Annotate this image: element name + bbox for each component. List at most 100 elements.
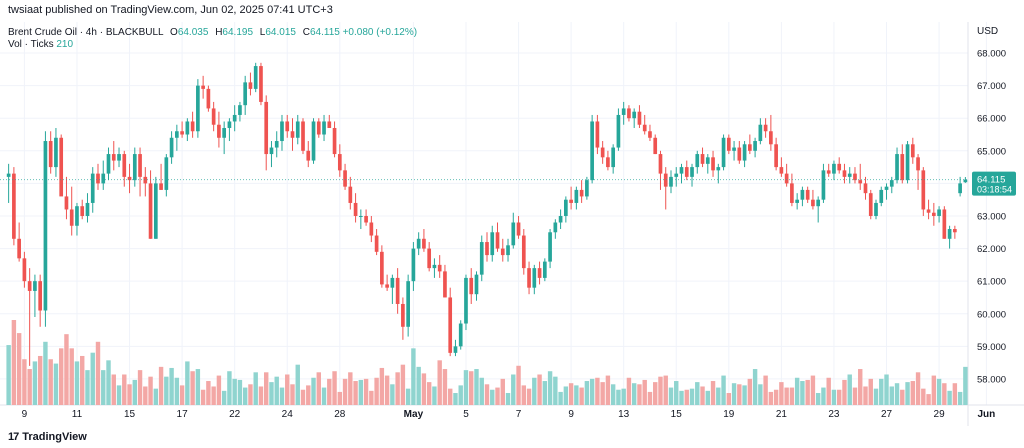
candle-body xyxy=(690,167,694,177)
volume-bar xyxy=(511,374,516,405)
volume-bar xyxy=(426,382,432,405)
volume-bar xyxy=(179,385,185,405)
close-label: C xyxy=(302,27,310,38)
candle-body xyxy=(748,144,752,151)
volume-bar xyxy=(674,381,679,405)
price-tick-label: 65.000 xyxy=(977,146,1006,157)
candle-body xyxy=(900,154,905,181)
volume-bar xyxy=(847,374,852,405)
chart-area[interactable]: USD 58.000 59.000 60.000 61.000 62.000 63.000… xyxy=(0,22,1024,448)
volume-bar xyxy=(742,385,747,405)
time-tick-label: 17 xyxy=(177,409,189,420)
volume-bar xyxy=(595,377,600,405)
brand-name: TradingView xyxy=(22,431,87,443)
candle-body xyxy=(33,281,37,291)
volume-bar xyxy=(227,371,232,405)
volume-bar xyxy=(642,379,647,405)
volume-bar xyxy=(626,377,632,405)
volume-bar xyxy=(384,375,390,405)
volume-bar xyxy=(369,390,374,405)
volume-bar xyxy=(58,348,64,405)
volume-bar xyxy=(768,391,774,405)
candle-body xyxy=(590,121,594,181)
candle-body xyxy=(369,222,374,236)
candle-body xyxy=(679,167,684,174)
volume-bar xyxy=(258,386,264,405)
candle-body xyxy=(947,229,952,239)
volume-bar xyxy=(479,377,484,405)
volume-bar xyxy=(195,369,201,405)
currency-label[interactable]: USD xyxy=(977,26,998,37)
volume-bar xyxy=(826,377,831,405)
time-tick-label: 19 xyxy=(723,409,735,420)
candle-body xyxy=(695,154,700,168)
volume-bar xyxy=(610,384,616,405)
candle-body xyxy=(564,199,568,216)
tradingview-logo[interactable]: 17 TradingView xyxy=(8,431,87,443)
candle-body xyxy=(937,209,941,216)
volume-bar xyxy=(64,334,69,405)
volume-bar xyxy=(852,387,858,405)
time-tick-label: Jun xyxy=(978,409,996,420)
candle-body xyxy=(264,101,269,155)
volume-bar xyxy=(232,378,237,405)
time-tick-label: 29 xyxy=(934,409,946,420)
candle-body xyxy=(842,170,847,177)
candle-body xyxy=(742,144,747,161)
volume-bar xyxy=(16,333,22,405)
candle-body xyxy=(800,189,805,200)
candle-body xyxy=(169,137,174,158)
time-tick-label: 15 xyxy=(671,409,683,420)
candle-body xyxy=(380,251,384,285)
volume-bar xyxy=(537,374,542,405)
candle-body xyxy=(784,173,789,184)
volume-bar xyxy=(11,320,17,405)
low-value: 64.015 xyxy=(265,27,296,38)
time-axis[interactable]: 9 11 15 17 22 24 28 May 5 7 9 13 15 19 21 23 27 29 Jun xyxy=(22,409,996,420)
candle-body xyxy=(953,229,957,233)
price-tick-label: 67.000 xyxy=(977,81,1006,92)
volume-bar xyxy=(936,378,942,405)
volume-bar xyxy=(721,375,726,405)
price-tick-label: 58.000 xyxy=(977,374,1006,385)
candle-body xyxy=(127,176,132,181)
price-chart[interactable]: USD 58.000 59.000 60.000 61.000 62.000 63.000… xyxy=(0,22,1024,426)
time-tick-label: 5 xyxy=(463,409,469,420)
candle-body xyxy=(847,173,852,177)
candle-body xyxy=(569,199,573,203)
candle-body xyxy=(837,163,842,171)
candle-body xyxy=(637,111,642,125)
volume-bar xyxy=(164,376,169,405)
volume-bar xyxy=(53,363,59,405)
volume-bar xyxy=(926,394,931,405)
volume-bar xyxy=(285,374,290,405)
volume-bar xyxy=(274,376,279,405)
volume-bar xyxy=(316,372,321,405)
candle-body xyxy=(732,147,736,151)
candle-body xyxy=(395,277,400,304)
volume-bar xyxy=(815,393,821,405)
symbol-title[interactable]: Brent Crude Oil · 4h · BLACKBULL xyxy=(8,27,164,38)
candle-body xyxy=(227,121,232,128)
volume-bar xyxy=(532,377,537,405)
candle-body xyxy=(931,212,936,216)
volume-label[interactable]: Vol · Ticks xyxy=(8,39,54,50)
candle-body xyxy=(85,202,90,216)
volume-bar xyxy=(143,386,148,405)
candle-body xyxy=(653,137,658,155)
candle-body xyxy=(669,176,673,187)
volume-bar xyxy=(731,383,737,405)
symbol-legend[interactable]: Brent Crude Oil · 4h · BLACKBULL O64.035… xyxy=(8,27,417,38)
volume-legend[interactable]: Vol · Ticks 210 xyxy=(8,39,73,50)
volume-bar xyxy=(85,370,90,405)
candle-body xyxy=(75,206,79,226)
volume-bar xyxy=(442,369,448,405)
price-axis[interactable]: USD 58.000 59.000 60.000 61.000 62.000 63.000… xyxy=(977,26,1006,385)
volume-bar xyxy=(894,383,900,405)
volume-bar xyxy=(153,388,159,405)
candle-body xyxy=(153,183,158,239)
published-info: twsiaat published on TradingView.com, Ju… xyxy=(8,4,333,16)
candle-body xyxy=(27,281,32,291)
candle-body xyxy=(38,281,43,311)
time-tick-label: 23 xyxy=(828,409,840,420)
